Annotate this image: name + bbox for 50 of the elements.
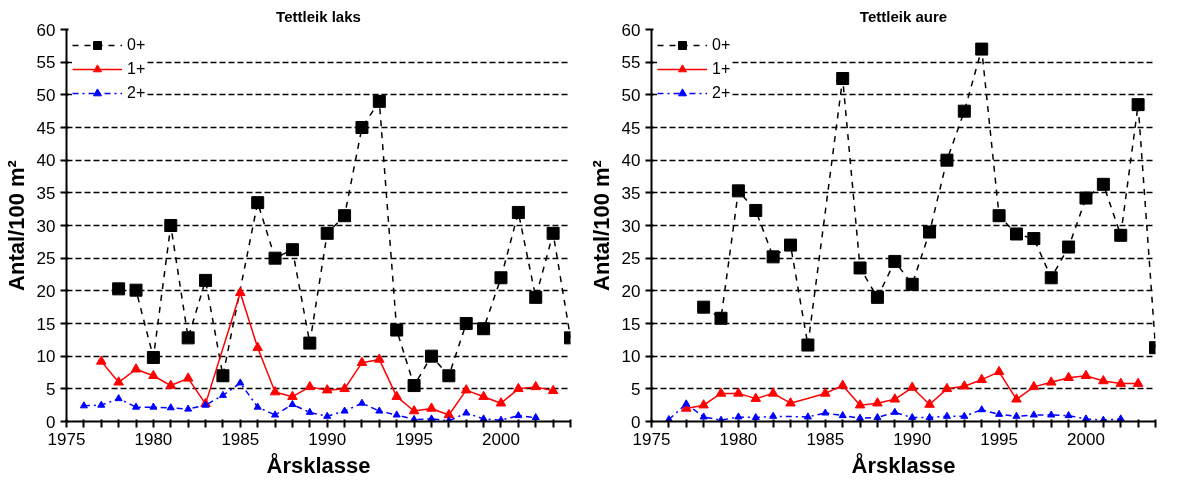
y-axis-title: Antal/100 m²	[3, 160, 29, 291]
x-tick-label: 1985	[221, 429, 260, 449]
y-tick-label: 25	[36, 249, 56, 269]
y-tick-label: 35	[621, 183, 641, 203]
y-tick-label: 30	[621, 216, 641, 236]
y-tick-label: 50	[36, 85, 56, 105]
legend-label: 0+	[712, 36, 732, 54]
legend-label: 1+	[127, 60, 147, 78]
y-tick-label: 0	[46, 412, 56, 432]
y-tick-label: 10	[36, 347, 56, 367]
y-tick-label: 60	[621, 20, 641, 40]
x-tick-label: 2000	[482, 429, 520, 449]
y-tick-label: 25	[621, 249, 641, 269]
x-tick-label: 1995	[395, 429, 434, 449]
y-tick-label: 35	[36, 183, 56, 203]
legend-label: 2+	[712, 84, 732, 102]
y-tick-label: 60	[36, 20, 56, 40]
y-tick-label: 50	[621, 85, 641, 105]
y-tick-label: 55	[36, 53, 56, 73]
x-tick-label: 2000	[1067, 429, 1105, 449]
legend-label: 0+	[127, 36, 147, 54]
y-tick-label: 20	[36, 281, 56, 301]
y-tick-label: 30	[36, 216, 56, 236]
x-tick-label: 1975	[47, 429, 86, 449]
chart-title: Tettleik laks	[276, 7, 361, 25]
legend-label: 1+	[712, 60, 732, 78]
x-tick-label: 1990	[308, 429, 347, 449]
y-tick-label: 45	[36, 118, 56, 138]
y-tick-label: 0	[631, 412, 641, 432]
x-tick-label: 1975	[632, 429, 671, 449]
x-axis-title: Årsklasse	[266, 451, 371, 478]
x-tick-label: 1980	[719, 429, 758, 449]
legend-label: 2+	[127, 84, 147, 102]
y-axis-title: Antal/100 m²	[588, 160, 614, 291]
x-tick-label: 1980	[134, 429, 173, 449]
y-tick-label: 45	[621, 118, 641, 138]
y-tick-label: 40	[621, 151, 641, 171]
y-tick-label: 55	[621, 53, 641, 73]
x-tick-label: 1995	[980, 429, 1019, 449]
x-axis-title: Årsklasse	[851, 451, 956, 478]
x-tick-label: 1985	[806, 429, 845, 449]
y-tick-label: 15	[621, 314, 641, 334]
y-tick-label: 10	[621, 347, 641, 367]
y-tick-label: 15	[36, 314, 56, 334]
y-tick-label: 5	[46, 379, 56, 399]
y-tick-label: 20	[621, 281, 641, 301]
y-tick-label: 5	[631, 379, 641, 399]
y-tick-label: 40	[36, 151, 56, 171]
x-tick-label: 1990	[893, 429, 932, 449]
chart-title: Tettleik aure	[859, 7, 948, 25]
